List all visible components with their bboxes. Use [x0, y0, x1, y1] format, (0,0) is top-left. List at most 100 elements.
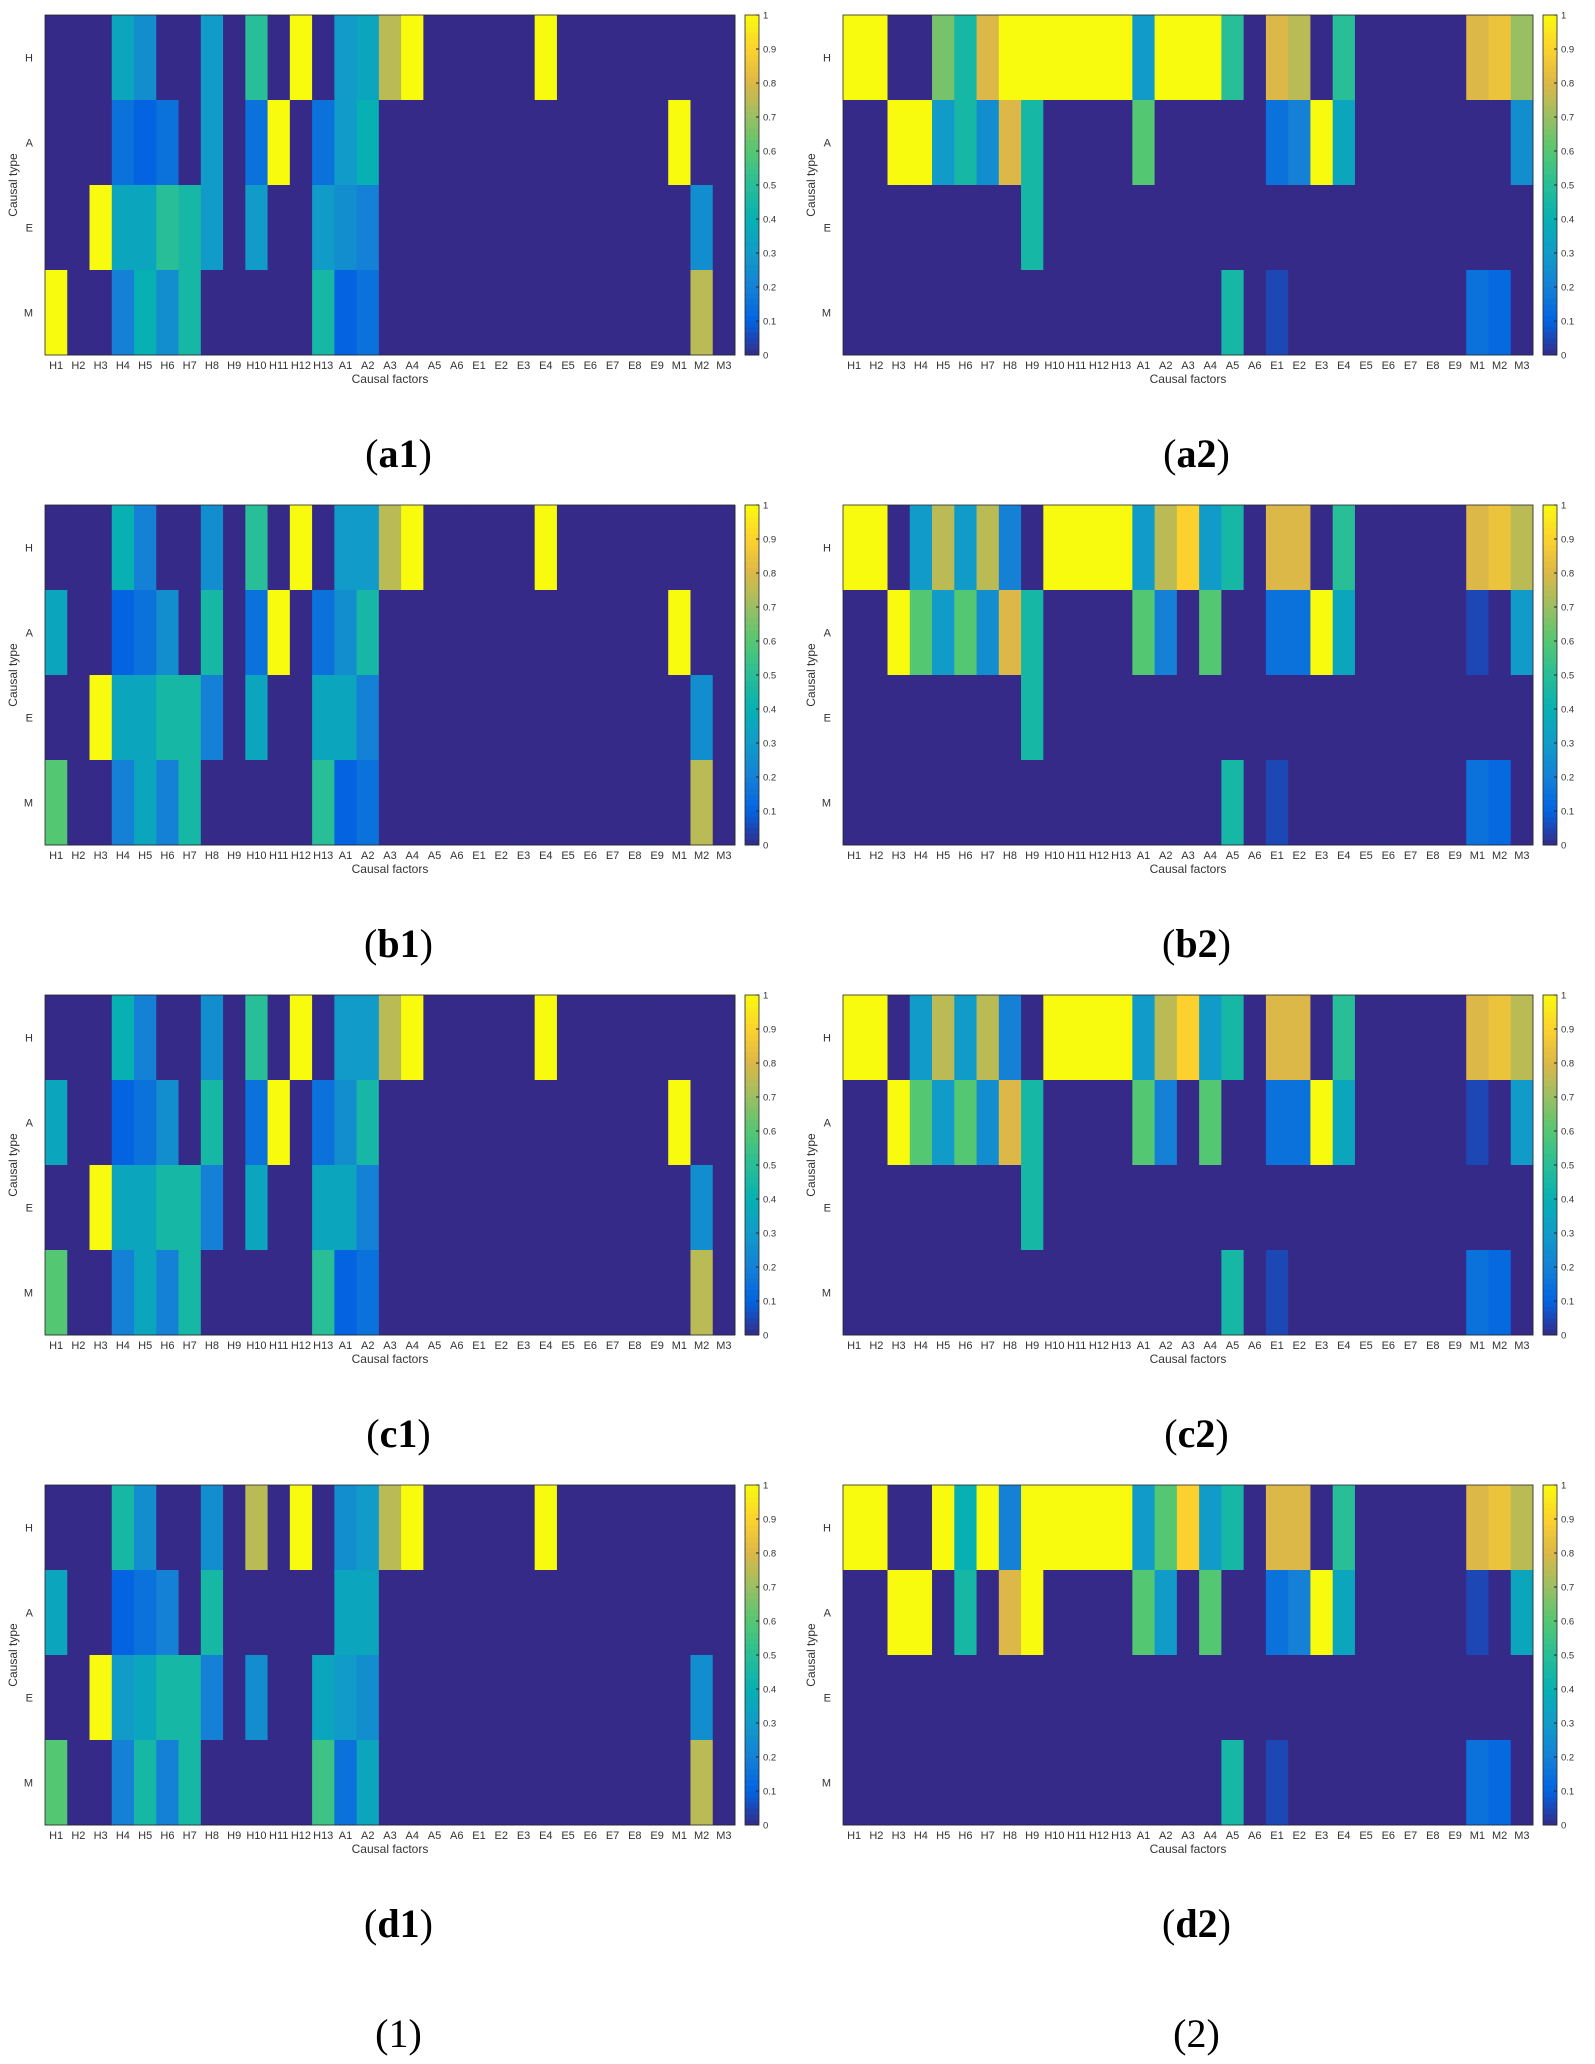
cell-H-H4	[909, 1485, 933, 1571]
cell-E-E6	[579, 675, 602, 761]
cell-A-H6	[954, 590, 977, 676]
cell-E-A1	[334, 675, 358, 761]
cell-A-H6	[954, 100, 977, 186]
cell-M-H1	[45, 1740, 68, 1826]
x-tick-label: E6	[1382, 1830, 1395, 1842]
cell-H-H12	[289, 995, 313, 1081]
cell-H-E1	[467, 505, 491, 591]
cell-A-H11	[267, 1080, 291, 1166]
cell-E-H2	[67, 675, 90, 761]
cell-A-A3	[1176, 590, 1200, 676]
cell-H-E8	[1421, 505, 1445, 591]
column-label-left: (1)	[375, 2011, 422, 2056]
colorbar-tick-label: 0.5	[1561, 181, 1574, 192]
cell-M-H3	[887, 1740, 911, 1826]
cell-H-A6	[1243, 505, 1267, 591]
cell-M-A5	[1221, 1250, 1245, 1336]
cell-H-E8	[623, 505, 647, 591]
colorbar-segment	[1543, 270, 1557, 277]
colorbar-tick-label: 0.1	[1561, 317, 1574, 328]
cell-A-H10	[245, 590, 268, 676]
cell-A-H2	[865, 1570, 888, 1656]
cell-A-E9	[1443, 1080, 1467, 1166]
cell-H-A2	[1154, 995, 1178, 1081]
cell-H-A2	[356, 505, 380, 591]
colorbar-segment	[1543, 1142, 1557, 1149]
panel-caption-d2: (d2)	[1162, 1901, 1231, 1946]
colorbar-segment	[1543, 1301, 1557, 1308]
colorbar-segment	[1543, 1689, 1557, 1696]
colorbar-segment	[745, 1723, 759, 1730]
cell-A-H12	[289, 1080, 313, 1166]
cell-A-H7	[976, 590, 1000, 676]
colorbar-segment	[745, 561, 759, 568]
colorbar-segment	[1543, 1791, 1557, 1798]
colorbar-segment	[745, 1666, 759, 1673]
colorbar-segment	[745, 1329, 759, 1336]
cell-A-E6	[579, 100, 602, 186]
cell-A-A6	[1243, 590, 1267, 676]
cell-E-A6	[1243, 185, 1267, 271]
x-tick-label: H12	[1089, 1830, 1109, 1842]
cell-M-A6	[1243, 270, 1267, 356]
cell-E-H13	[312, 1165, 335, 1251]
cell-M-M2	[1488, 1740, 1512, 1826]
cell-E-H5	[932, 1655, 955, 1741]
cell-M-M3	[1510, 1250, 1534, 1336]
colorbar-segment	[745, 590, 759, 597]
cell-M-A6	[1243, 1250, 1267, 1336]
cell-A-H8	[200, 1080, 224, 1166]
cell-A-H13	[312, 1570, 335, 1656]
cell-M-H4	[111, 760, 135, 846]
cell-H-H2	[67, 1485, 90, 1571]
x-tick-label: M3	[716, 1830, 731, 1842]
cell-H-H12	[1087, 505, 1111, 591]
x-tick-label: H6	[958, 850, 972, 862]
colorbar-segment	[745, 122, 759, 129]
cell-A-H5	[932, 1080, 955, 1166]
colorbar-segment	[1543, 1700, 1557, 1707]
x-tick-label: A2	[361, 850, 374, 862]
x-tick-label: E4	[1337, 850, 1350, 862]
cell-E-E5	[1354, 185, 1378, 271]
cell-A-E1	[467, 590, 491, 676]
colorbar-segment	[745, 1513, 759, 1520]
cell-E-A1	[334, 185, 358, 271]
cell-E-H2	[865, 1165, 888, 1251]
cell-A-E6	[579, 1570, 602, 1656]
colorbar-segment	[745, 697, 759, 704]
x-tick-label: H12	[291, 1830, 311, 1842]
colorbar-tick-label: 0	[763, 1331, 768, 1342]
cell-H-H3	[89, 995, 113, 1081]
cell-M-H10	[245, 1250, 268, 1336]
cell-H-E3	[512, 995, 536, 1081]
cell-E-E6	[1377, 1655, 1400, 1741]
cell-H-H8	[998, 505, 1022, 591]
cell-A-A5	[1221, 1570, 1245, 1656]
x-tick-label: H4	[116, 1830, 130, 1842]
colorbar-tick-label: 0.8	[1561, 1059, 1574, 1070]
colorbar-segment	[1543, 1581, 1557, 1588]
y-tick-label: A	[824, 628, 832, 640]
cell-E-A2	[1154, 1655, 1178, 1741]
x-tick-label: A1	[339, 850, 352, 862]
colorbar-segment	[1543, 304, 1557, 311]
cell-A-H13	[1110, 590, 1133, 676]
cell-H-H1	[843, 995, 866, 1081]
x-tick-label: A6	[1248, 850, 1261, 862]
cell-M-E8	[623, 270, 647, 356]
colorbar-segment	[745, 777, 759, 784]
colorbar-segment	[1543, 595, 1557, 602]
cell-M-E7	[601, 1250, 625, 1336]
cell-E-H8	[200, 1655, 224, 1741]
colorbar-segment	[1543, 1598, 1557, 1605]
y-tick-label: A	[26, 1608, 34, 1620]
cell-A-A6	[445, 1570, 469, 1656]
cell-A-E6	[579, 1080, 602, 1166]
colorbar-segment	[1543, 805, 1557, 812]
colorbar-segment	[1543, 1199, 1557, 1206]
cell-E-H9	[1021, 1165, 1044, 1251]
colorbar-segment	[1543, 1012, 1557, 1019]
cell-H-M2	[690, 995, 714, 1081]
cell-H-A1	[1132, 15, 1156, 101]
